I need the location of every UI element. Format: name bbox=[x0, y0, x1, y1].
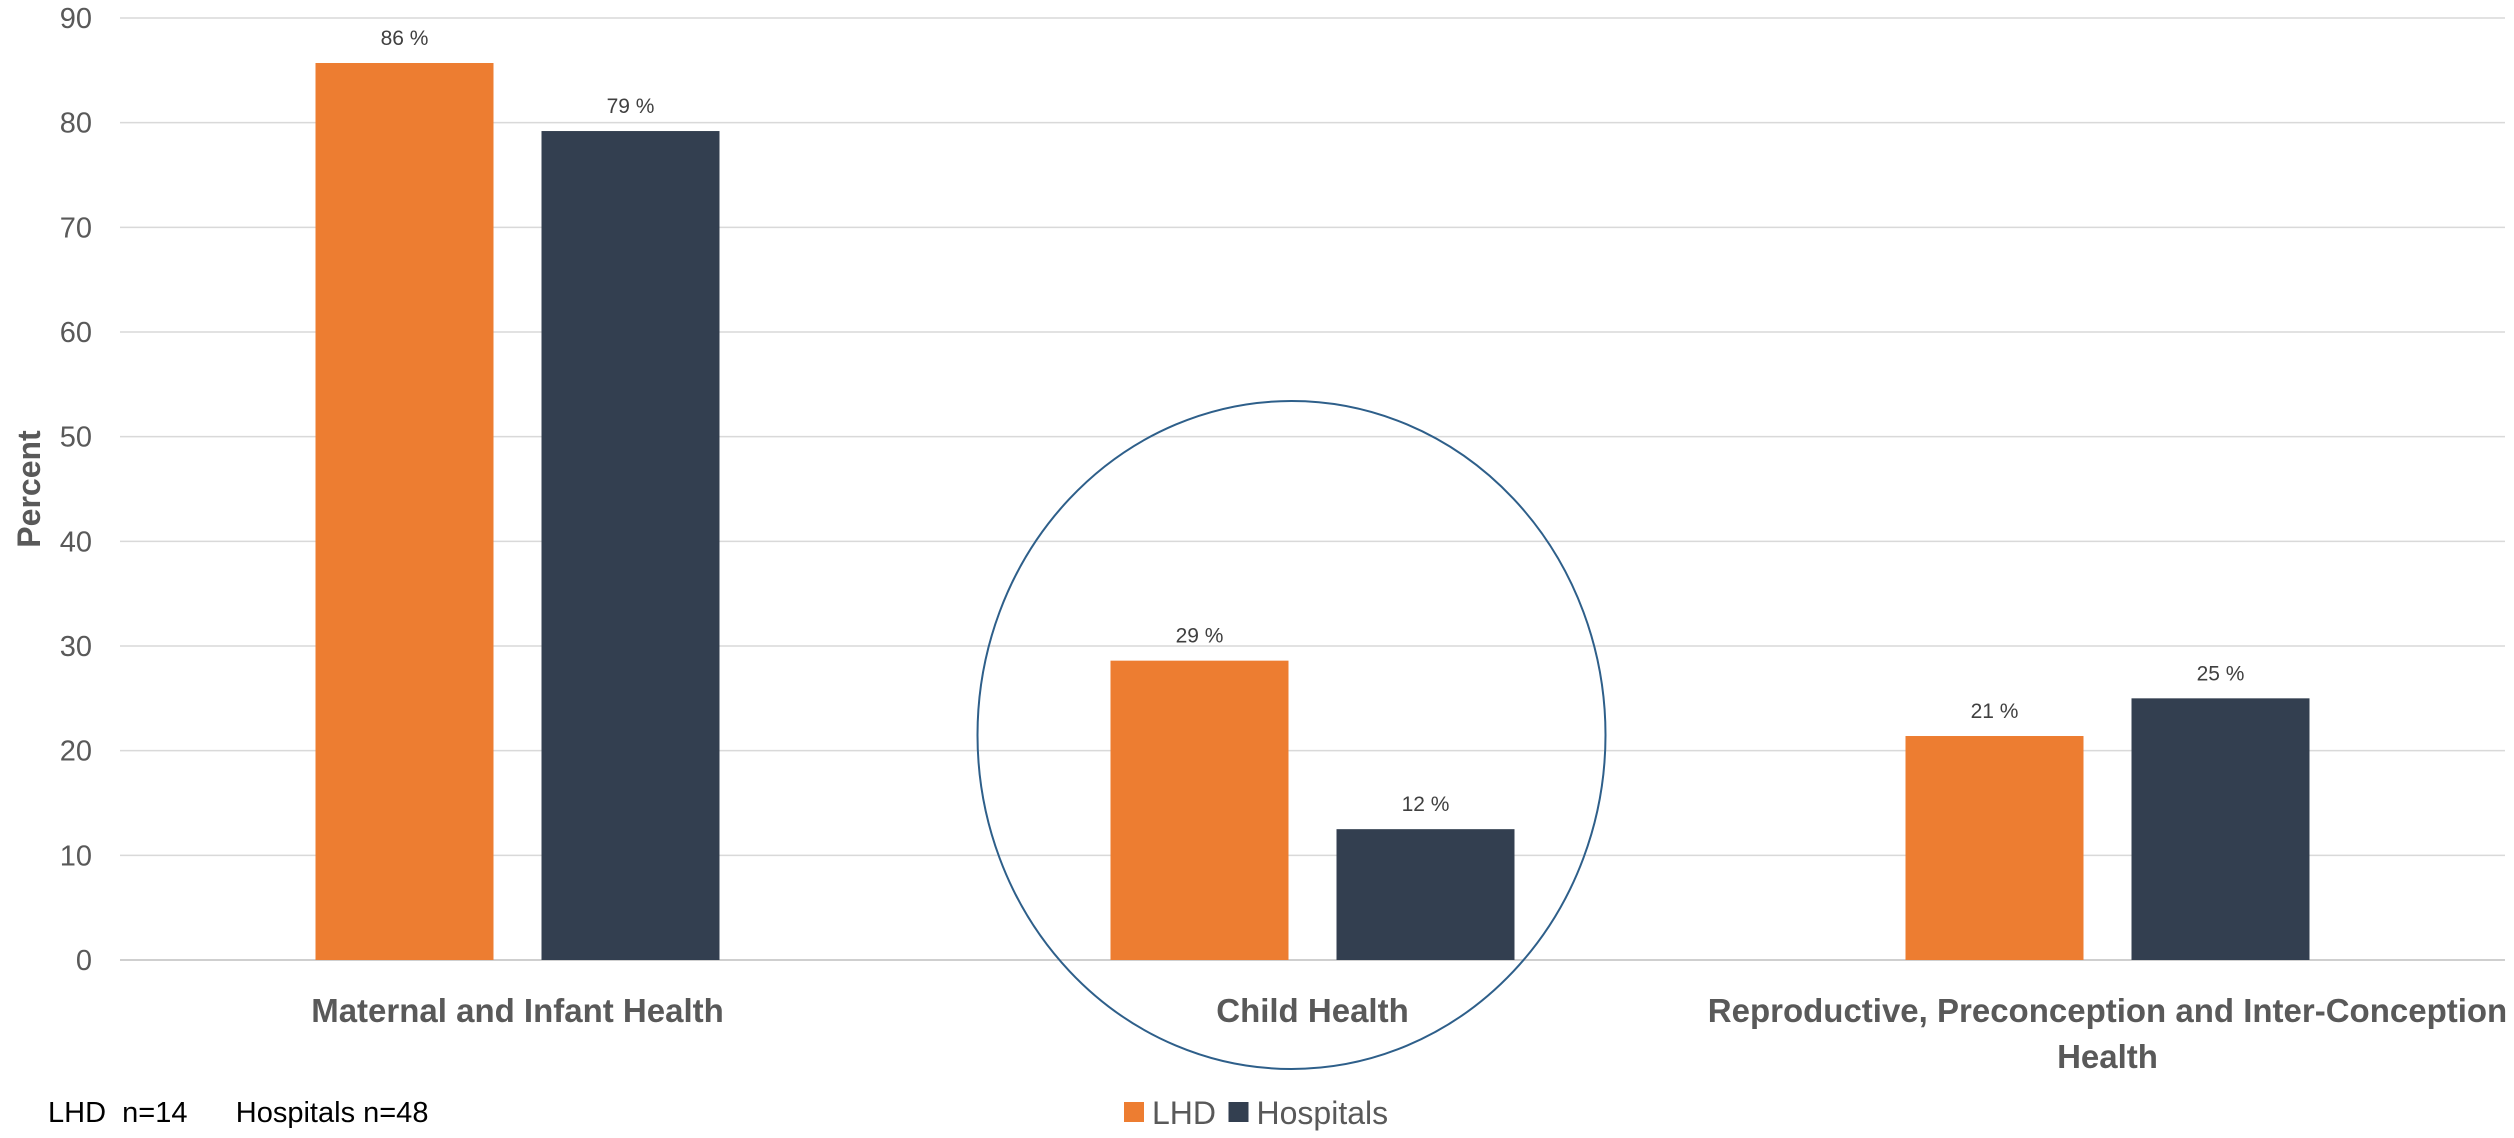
y-tick-label: 30 bbox=[60, 631, 92, 663]
bar-lhd bbox=[1110, 660, 1289, 960]
y-tick-label: 20 bbox=[60, 736, 92, 768]
x-tick-label: Reproductive, Preconception and Inter-Co… bbox=[1708, 992, 2507, 1029]
y-tick-label: 90 bbox=[60, 3, 92, 35]
y-tick-label: 60 bbox=[60, 317, 92, 349]
x-tick-label: Health bbox=[2057, 1038, 2158, 1075]
bar-hospitals bbox=[2131, 698, 2310, 960]
data-label: 21 % bbox=[1971, 700, 2019, 723]
bar-hospitals bbox=[1336, 829, 1515, 960]
x-tick-label: Child Health bbox=[1216, 992, 1409, 1029]
legend: LHD Hospitals bbox=[1124, 1095, 1388, 1131]
bar-lhd bbox=[1905, 736, 2084, 960]
y-tick-label: 50 bbox=[60, 422, 92, 454]
data-label: 79 % bbox=[607, 95, 655, 118]
y-axis-ticks: 0 10 20 30 40 50 60 70 80 90 bbox=[60, 3, 92, 977]
legend-swatch-hospitals bbox=[1228, 1102, 1249, 1122]
x-tick-label: Maternal and Infant Health bbox=[311, 992, 724, 1029]
bar-hospitals bbox=[541, 131, 720, 961]
data-label: 29 % bbox=[1176, 625, 1224, 648]
x-axis-labels: Maternal and Infant Health Child Health Re… bbox=[311, 992, 2507, 1075]
y-tick-label: 0 bbox=[76, 945, 92, 977]
highlight-circle bbox=[976, 400, 1607, 1070]
data-labels: 86 % 79 % 29 % 12 % 21 % 25 % bbox=[381, 27, 2245, 816]
y-tick-label: 40 bbox=[60, 526, 92, 558]
legend-swatch-lhd bbox=[1124, 1102, 1144, 1122]
data-label: 25 % bbox=[2197, 662, 2245, 685]
gridlines bbox=[120, 17, 2505, 961]
sample-size-note: LHD n=14 Hospitals n=48 bbox=[48, 1097, 429, 1129]
legend-label-hospitals: Hospitals bbox=[1257, 1095, 1389, 1131]
data-label: 86 % bbox=[381, 27, 429, 50]
data-label: 12 % bbox=[1402, 793, 1450, 816]
bars bbox=[315, 63, 2310, 961]
y-axis-label: Percent bbox=[11, 430, 47, 548]
legend-label-lhd: LHD bbox=[1152, 1095, 1216, 1131]
y-tick-label: 70 bbox=[60, 212, 92, 244]
y-tick-label: 80 bbox=[60, 108, 92, 140]
y-tick-label: 10 bbox=[60, 840, 92, 872]
bar-lhd bbox=[315, 63, 494, 961]
